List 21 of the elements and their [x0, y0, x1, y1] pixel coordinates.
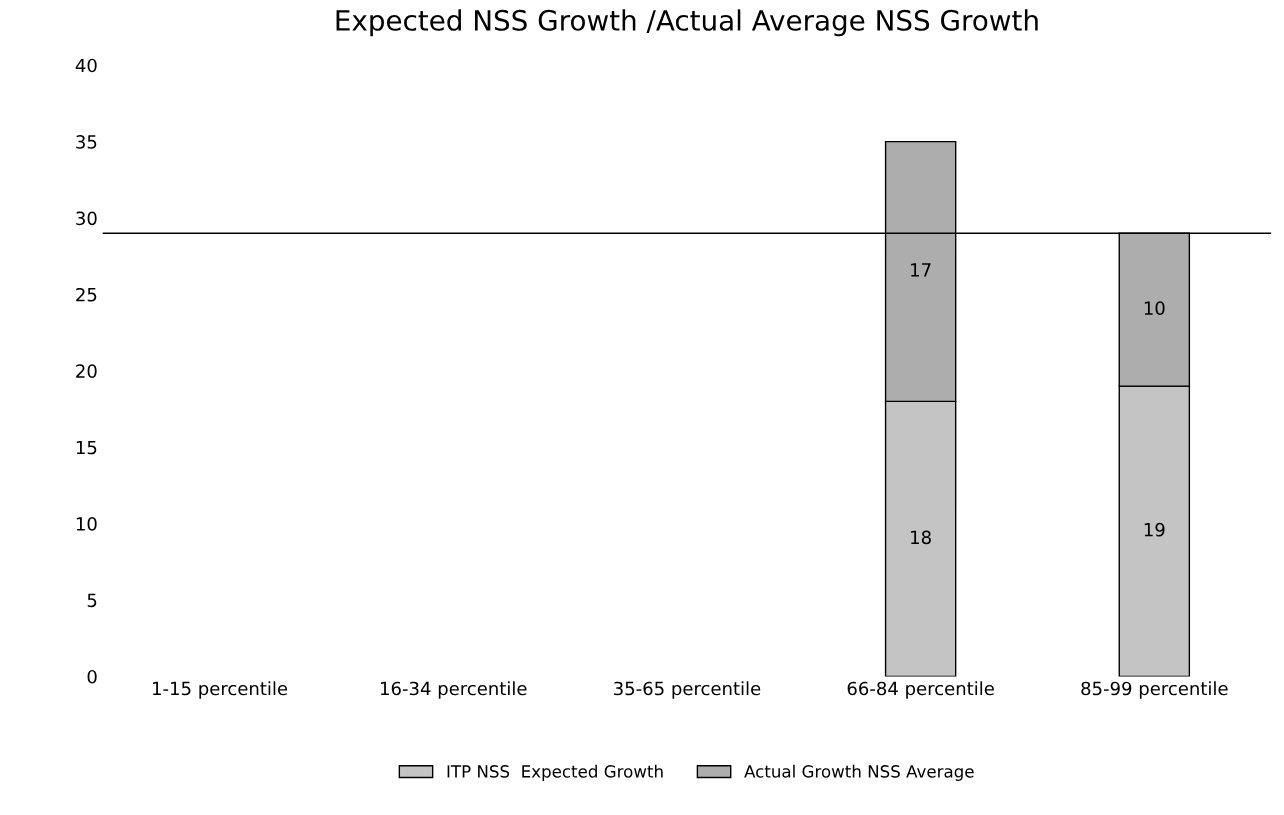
data-label: 18: [911, 530, 931, 545]
legend-label: ITP NSS Expected Growth: [447, 764, 663, 781]
y-tick-label: 35: [76, 135, 97, 149]
y-tick-label: 20: [76, 364, 97, 378]
data-label: 17: [911, 263, 931, 277]
x-tick-label: 35-65 percentile: [614, 681, 761, 699]
y-tick-label: 10: [76, 517, 97, 531]
x-tick-label: 1-15 percentile: [153, 681, 288, 699]
y-tick-label: 15: [76, 440, 97, 455]
chart-title: Expected NSS Growth /Actual Average NSS Growth: [336, 9, 1038, 37]
y-tick-label: 40: [75, 58, 97, 73]
x-tick-label: 66-84 percentile: [847, 681, 994, 699]
data-label: 19: [1144, 522, 1165, 537]
data-label: 10: [1144, 301, 1165, 315]
x-tick-label: 85-99 percentile: [1081, 681, 1228, 699]
legend-label: Actual Growth NSS Average: [744, 764, 974, 781]
y-tick-label: 0: [87, 669, 97, 684]
y-tick-label: 5: [87, 593, 97, 608]
y-tick-label: 25: [76, 287, 97, 302]
y-tick-label: 30: [76, 211, 97, 226]
x-tick-label: 16-34 percentile: [380, 681, 527, 699]
